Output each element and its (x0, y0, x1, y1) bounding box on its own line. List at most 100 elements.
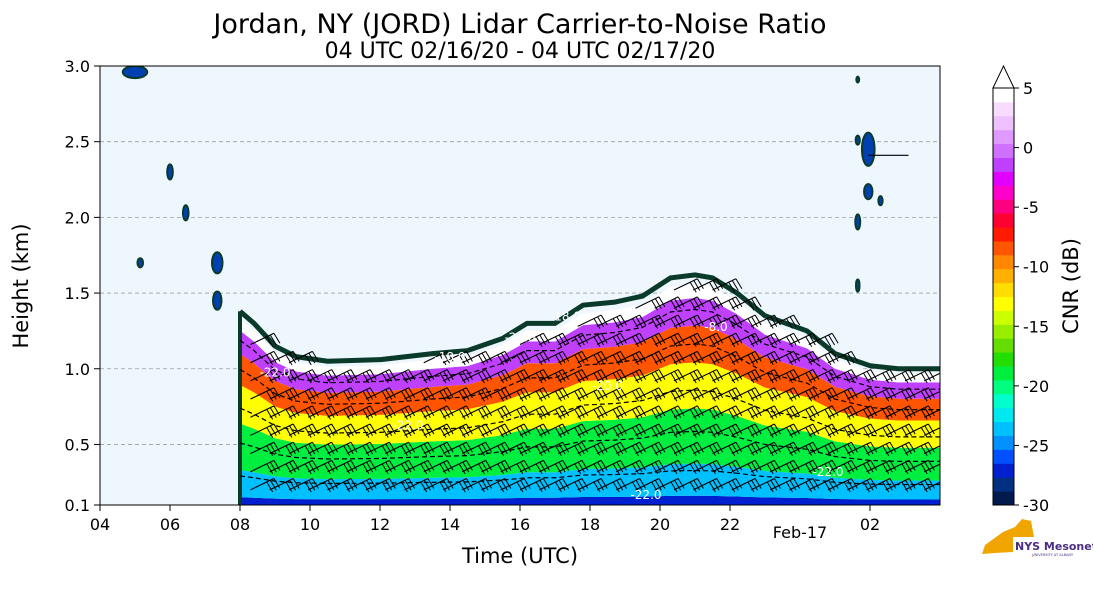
wind-barb-feather (639, 332, 647, 344)
wind-barb-feather (709, 409, 716, 420)
wind-barb-feather (612, 481, 620, 493)
wind-barb-feather (712, 480, 720, 491)
wind-barb-feather (497, 409, 505, 420)
wind-barb (731, 387, 756, 400)
wind-barb-feather (927, 387, 935, 398)
wind-barb-feather (619, 351, 627, 362)
wind-barb-feather (716, 423, 724, 435)
wind-barb-feather (458, 445, 466, 456)
wind-barb-feather (593, 372, 601, 384)
wind-barb-feather (766, 463, 774, 475)
wind-barb-feather (485, 369, 493, 380)
wind-barb-feather (542, 423, 550, 435)
wind-barb-feather (465, 460, 473, 471)
cloud-blob (863, 183, 874, 201)
x-tick-label: 06 (160, 515, 180, 534)
wind-barb-feather (712, 461, 720, 473)
wind-barb-feather (632, 336, 639, 347)
wind-barb-feather (696, 460, 704, 471)
wind-barb (693, 314, 717, 327)
wind-barb (442, 441, 467, 455)
wind-barb-feather (562, 478, 570, 489)
wind-barb (539, 369, 563, 382)
wind-barb-feather (882, 409, 890, 420)
wind-barb-feather (754, 441, 762, 453)
wind-barb-feather (401, 463, 408, 475)
wind-barb-feather (462, 371, 470, 382)
nys-mesonet-logo: NYS Mesonet UNIVERSITY AT ALBANY (982, 519, 1093, 557)
wind-barb-feather (747, 463, 755, 475)
wind-barb-feather (273, 387, 281, 398)
wind-barb-feather (324, 463, 331, 475)
wind-barb-feather (404, 443, 412, 455)
wind-barb (269, 423, 294, 436)
wind-barb-feather (420, 409, 428, 420)
wind-barb (481, 441, 506, 455)
wind-barb-feather (651, 463, 659, 475)
wind-barb-feather (600, 405, 608, 417)
wind-barb-feather (504, 460, 512, 471)
wind-barb (712, 423, 737, 436)
wind-barb (616, 478, 640, 491)
wind-barb-feather (735, 314, 743, 326)
wind-barb (616, 405, 640, 418)
wind-barb (712, 478, 737, 491)
wind-barb-feather (770, 443, 778, 455)
wind-barb-feather (388, 460, 396, 471)
wind-barb-feather (478, 409, 485, 420)
wind-barb-feather (523, 369, 531, 380)
wind-barb-feather (850, 387, 858, 398)
wind-barb (673, 405, 698, 418)
wind-barb-feather (632, 409, 639, 420)
y-tick-label: 0.1 (65, 496, 90, 515)
wind-barb (693, 405, 717, 418)
wind-barb-feather (369, 478, 377, 489)
wind-barb (462, 387, 486, 400)
wind-barb-feather (616, 443, 624, 455)
wind-barb-feather (843, 372, 851, 384)
colorbar-segment (993, 171, 1014, 186)
wind-barb-feather (593, 354, 601, 366)
wind-barb-feather (882, 427, 890, 438)
wind-barb-feather (793, 405, 801, 417)
contour-line (239, 389, 940, 438)
wind-barb-feather (346, 425, 354, 437)
wind-barb-feather (651, 372, 659, 384)
cloud-blob (166, 163, 174, 181)
wind-barb-feather (516, 481, 524, 493)
wind-barb-feather (882, 390, 890, 402)
wind-barb-feather (574, 463, 582, 475)
wind-barb-feather (747, 354, 755, 366)
wind-barb-feather (843, 409, 851, 420)
wind-barb-feather (677, 441, 685, 453)
wind-barb-feather (427, 387, 435, 398)
wind-barb (442, 387, 467, 400)
wind-barb (365, 369, 390, 382)
wind-barb-feather (485, 423, 493, 435)
wind-barb-feather (535, 390, 543, 402)
wind-barb-feather (770, 425, 778, 437)
wind-barb-feather (388, 441, 396, 453)
wind-barb-feather (658, 460, 666, 471)
wind-barb (596, 423, 621, 436)
wind-barb-feather (812, 441, 820, 453)
wind-barb-feather (786, 372, 793, 384)
wind-barb (712, 278, 737, 291)
wind-barb-feather (831, 460, 839, 471)
wind-barb-feather (311, 369, 319, 380)
wind-barb-feather (712, 316, 720, 328)
wind-barb-feather (828, 407, 835, 418)
wind-barb-feather (677, 478, 685, 489)
wind-barb (654, 350, 679, 364)
wind-barb-feather (754, 387, 762, 398)
wind-barb-feather (619, 441, 627, 453)
wind-barb-feather (696, 296, 704, 308)
wind-barb-feather (443, 407, 450, 418)
wind-barb (269, 441, 294, 455)
wind-barb (673, 296, 698, 309)
wind-barb-feather (674, 443, 681, 455)
wind-barb-feather (458, 372, 466, 384)
wind-barb (442, 350, 467, 364)
wind-barb-feather (808, 480, 816, 491)
wind-barb-feather (462, 389, 470, 400)
